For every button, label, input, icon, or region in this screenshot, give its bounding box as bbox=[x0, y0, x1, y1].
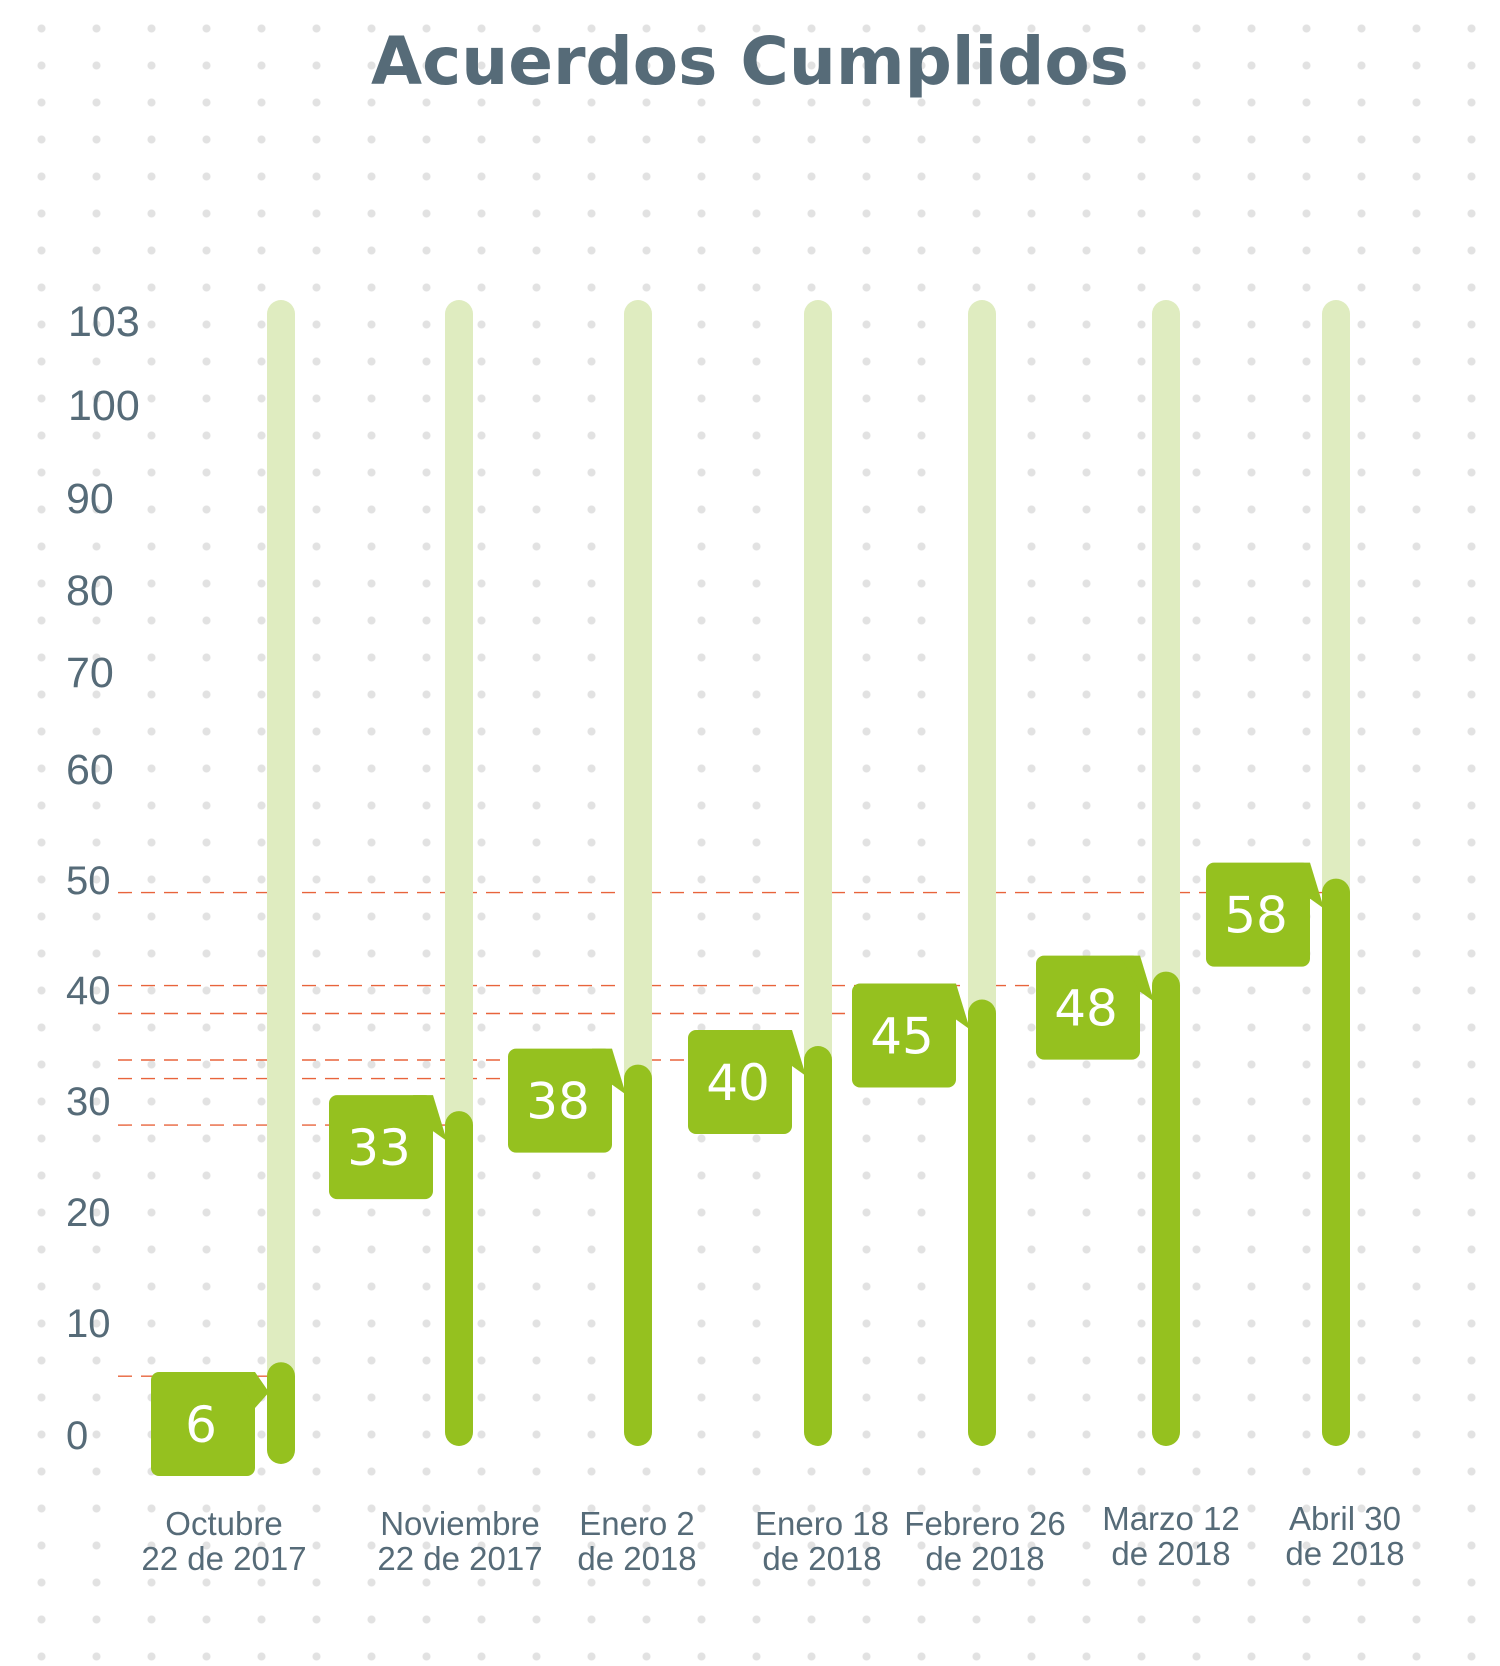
value-label-text: 6 bbox=[185, 1396, 217, 1454]
y-tick-label: 30 bbox=[66, 1080, 111, 1124]
value-label-box bbox=[329, 1095, 433, 1200]
x-tick-label: Marzo 12 bbox=[1102, 1500, 1240, 1537]
x-tick-label: Octubre bbox=[165, 1505, 282, 1542]
value-label: 38 bbox=[508, 1048, 626, 1153]
y-tick-label: 10 bbox=[66, 1302, 111, 1346]
value-label-text: 45 bbox=[870, 1008, 934, 1066]
value-label-pointer bbox=[592, 1048, 626, 1095]
value-label-text: 48 bbox=[1054, 980, 1118, 1038]
y-tick-label: 40 bbox=[66, 969, 111, 1013]
x-tick-label: de 2018 bbox=[1285, 1535, 1404, 1572]
value-label-box bbox=[1036, 955, 1140, 1060]
x-tick-label: Enero 18 bbox=[755, 1505, 889, 1542]
x-tick-label: Noviembre bbox=[380, 1505, 540, 1542]
x-tick-label: Abril 30 bbox=[1289, 1500, 1401, 1537]
y-tick-label: 80 bbox=[66, 567, 114, 615]
y-axis: 0 10 20 30 40 50 60 70 80 90 100 103 bbox=[66, 298, 140, 1458]
y-tick-label: 0 bbox=[66, 1414, 88, 1458]
value-label-text: 58 bbox=[1224, 887, 1288, 945]
value-label-pointer bbox=[772, 1030, 806, 1076]
value-label-text: 40 bbox=[706, 1054, 770, 1112]
y-tick-label: 60 bbox=[66, 746, 114, 794]
value-label: 58 bbox=[1206, 862, 1324, 967]
chart-title: Acuerdos Cumplidos bbox=[371, 23, 1129, 100]
value-label-pointer bbox=[235, 1372, 269, 1408]
value-label-pointer bbox=[936, 983, 970, 1030]
x-tick-label: de 2018 bbox=[577, 1540, 696, 1577]
x-tick-label: de 2018 bbox=[925, 1540, 1044, 1577]
y-tick-label: 70 bbox=[66, 649, 114, 697]
value-label: 45 bbox=[852, 983, 970, 1088]
value-label-pointer bbox=[1120, 955, 1154, 1002]
value-label-box bbox=[151, 1372, 255, 1476]
y-tick-label: 20 bbox=[66, 1191, 111, 1235]
y-tick-label: 90 bbox=[66, 475, 114, 523]
x-tick-label: de 2018 bbox=[1111, 1535, 1230, 1572]
value-label: 33 bbox=[329, 1095, 447, 1200]
value-labels: 6 33 38 40 45 48 58 bbox=[151, 862, 1324, 1476]
value-label-box bbox=[508, 1048, 612, 1153]
x-tick-label: Enero 2 bbox=[579, 1505, 695, 1542]
reference-lines bbox=[118, 891, 1332, 1377]
y-tick-label: 100 bbox=[68, 382, 140, 430]
value-label-pointer bbox=[1290, 862, 1324, 909]
y-tick-label: 103 bbox=[68, 298, 140, 346]
value-label-box bbox=[1206, 862, 1310, 967]
value-label: 6 bbox=[151, 1372, 269, 1476]
value-label-text: 38 bbox=[526, 1073, 590, 1131]
bars bbox=[267, 878, 1350, 1464]
value-label-box bbox=[688, 1030, 792, 1134]
value-label-text: 33 bbox=[347, 1119, 411, 1177]
y-tick-label: 50 bbox=[66, 859, 111, 903]
value-label: 40 bbox=[688, 1030, 806, 1134]
value-label-pointer bbox=[413, 1095, 447, 1142]
value-label: 48 bbox=[1036, 955, 1154, 1060]
x-tick-label: de 2018 bbox=[762, 1540, 881, 1577]
x-tick-label: 22 de 2017 bbox=[377, 1540, 542, 1577]
x-tick-label: 22 de 2017 bbox=[141, 1540, 306, 1577]
x-tick-label: Febrero 26 bbox=[904, 1505, 1065, 1542]
value-label-box bbox=[852, 983, 956, 1088]
